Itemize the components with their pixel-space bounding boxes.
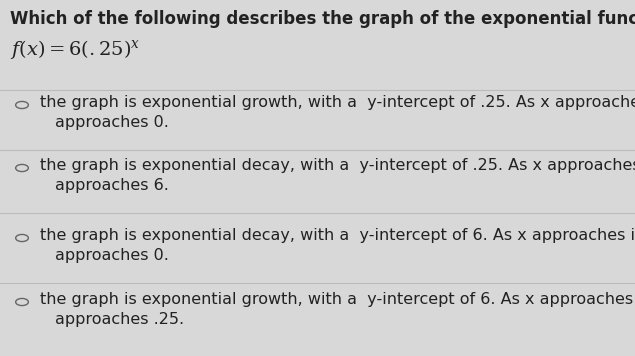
Text: the graph is exponential growth, with a  y-intercept of 6. As x approaches infin: the graph is exponential growth, with a … — [40, 292, 635, 307]
Text: approaches 6.: approaches 6. — [55, 178, 169, 193]
Text: the graph is exponential growth, with a  y-intercept of .25. As x approaches inf: the graph is exponential growth, with a … — [40, 95, 635, 110]
Text: $f\left(x\right)=6(.25)^{x}$: $f\left(x\right)=6(.25)^{x}$ — [10, 38, 140, 61]
Text: the graph is exponential decay, with a  y-intercept of .25. As x approaches infi: the graph is exponential decay, with a y… — [40, 158, 635, 173]
Text: approaches 0.: approaches 0. — [55, 248, 169, 263]
Text: approaches 0.: approaches 0. — [55, 115, 169, 130]
Text: Which of the following describes the graph of the exponential function: Which of the following describes the gra… — [10, 10, 635, 28]
Text: approaches .25.: approaches .25. — [55, 312, 184, 327]
Text: the graph is exponential decay, with a  y-intercept of 6. As x approaches infini: the graph is exponential decay, with a y… — [40, 228, 635, 243]
